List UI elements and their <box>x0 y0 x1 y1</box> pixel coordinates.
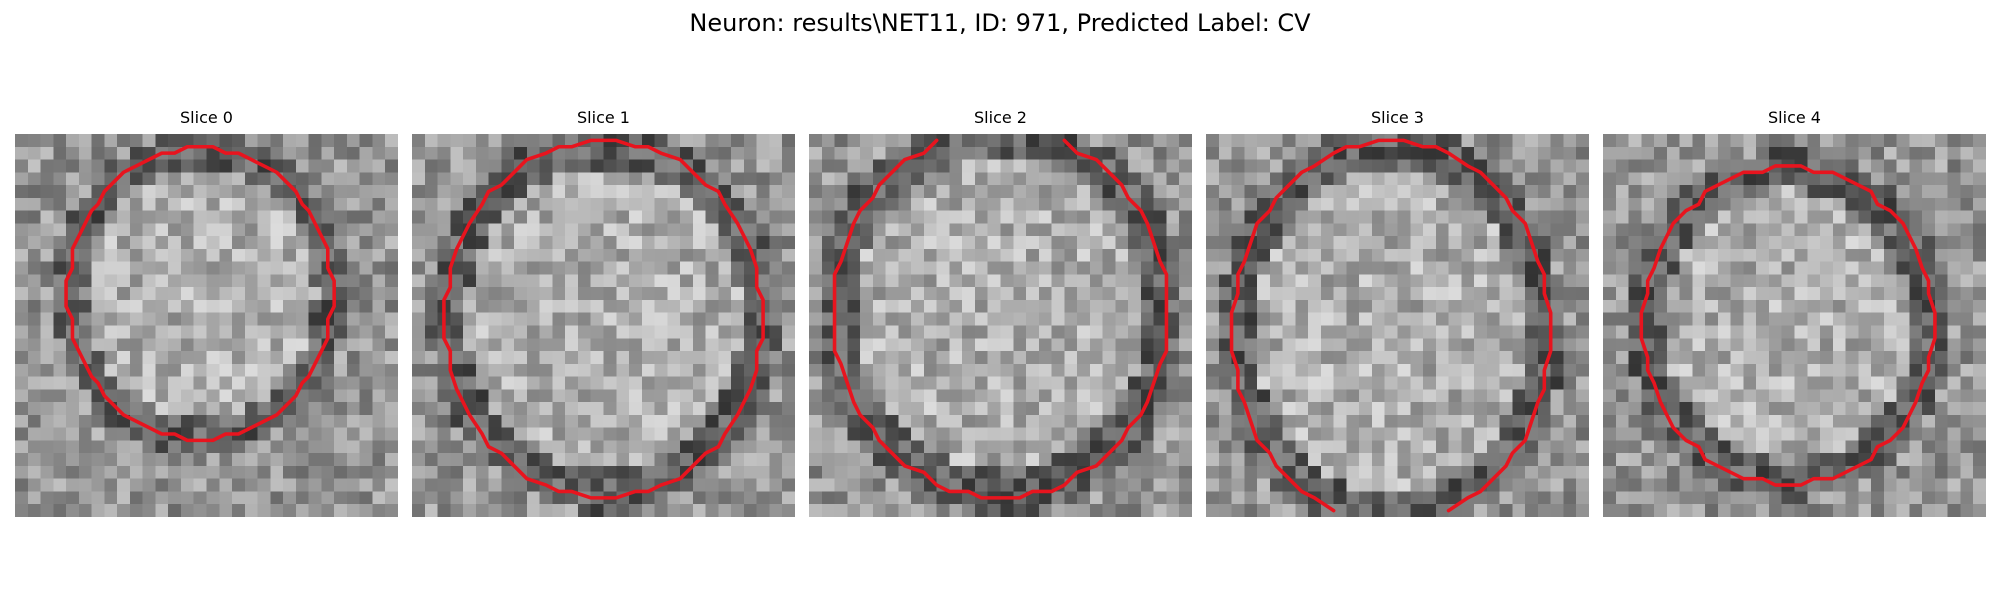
segmentation-contour <box>1446 330 1553 513</box>
slice-image-1 <box>412 134 795 517</box>
segmentation-contour <box>1229 138 1553 513</box>
slice-panel-2: Slice 2 <box>809 108 1192 517</box>
slice-panel-3: Slice 3 <box>1206 108 1589 517</box>
slice-panel-1: Slice 1 <box>412 108 795 517</box>
segmentation-contour <box>64 144 336 443</box>
slice-image-4 <box>1603 134 1986 517</box>
slice-panel-0: Slice 0 <box>15 108 398 517</box>
segmentation-contour <box>832 138 1169 500</box>
slice-title-0: Slice 0 <box>180 108 233 127</box>
slice-title-4: Slice 4 <box>1768 108 1821 127</box>
slice-title-1: Slice 1 <box>577 108 630 127</box>
slice-title-2: Slice 2 <box>974 108 1027 127</box>
slice-image-3 <box>1206 134 1589 517</box>
slice-image-2 <box>809 134 1192 517</box>
segmentation-contour <box>1062 138 1169 315</box>
slice-image-0 <box>15 134 398 517</box>
slice-panel-4: Slice 4 <box>1603 108 1986 517</box>
segmentation-contour <box>442 138 765 500</box>
slice-title-3: Slice 3 <box>1371 108 1424 127</box>
figure-title: Neuron: results\NET11, ID: 971, Predicte… <box>689 9 1311 37</box>
segmentation-contour <box>1639 164 1937 487</box>
